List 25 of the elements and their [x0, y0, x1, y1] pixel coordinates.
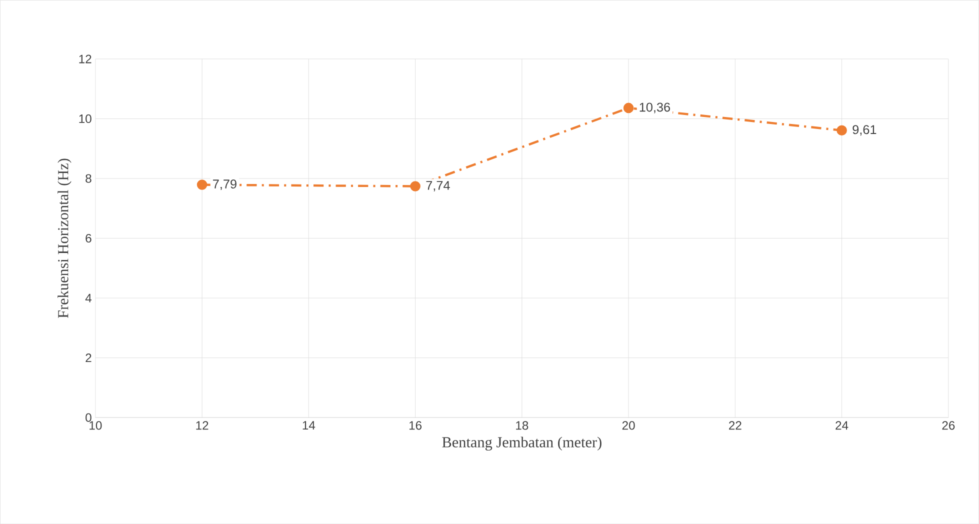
- x-tick-label: 22: [729, 421, 742, 430]
- y-tick-label: 0: [86, 413, 92, 422]
- y-tick-label: 2: [86, 354, 92, 362]
- x-tick-label: 14: [302, 421, 316, 430]
- point: [410, 181, 420, 192]
- x-tick-label: 16: [409, 421, 422, 430]
- data-label: 7,79: [213, 179, 236, 190]
- x-axis-title: Bentang Jembatan (meter): [442, 436, 602, 450]
- y-tick-label: 8: [86, 174, 92, 183]
- y-axis-title: Frekuensi Horizontal (Hz): [58, 158, 72, 318]
- x-tick-label: 12: [196, 421, 208, 430]
- x-tick-label: 18: [516, 421, 528, 430]
- data-label: 9,61: [852, 125, 876, 136]
- data-label: 7,74: [426, 181, 450, 192]
- y-tick-label: 4: [85, 294, 92, 302]
- y-tick-label: 6: [86, 234, 92, 242]
- data-label: 10,36: [640, 102, 670, 114]
- x-tick-label: 26: [942, 421, 955, 430]
- point: [196, 180, 208, 190]
- y-tick-label: 10: [79, 114, 92, 123]
- point: [623, 102, 634, 114]
- x-tick-label: 20: [622, 421, 635, 430]
- y-tick-label: 12: [79, 54, 92, 64]
- point: [836, 125, 847, 136]
- x-tick-label: 24: [836, 421, 848, 430]
